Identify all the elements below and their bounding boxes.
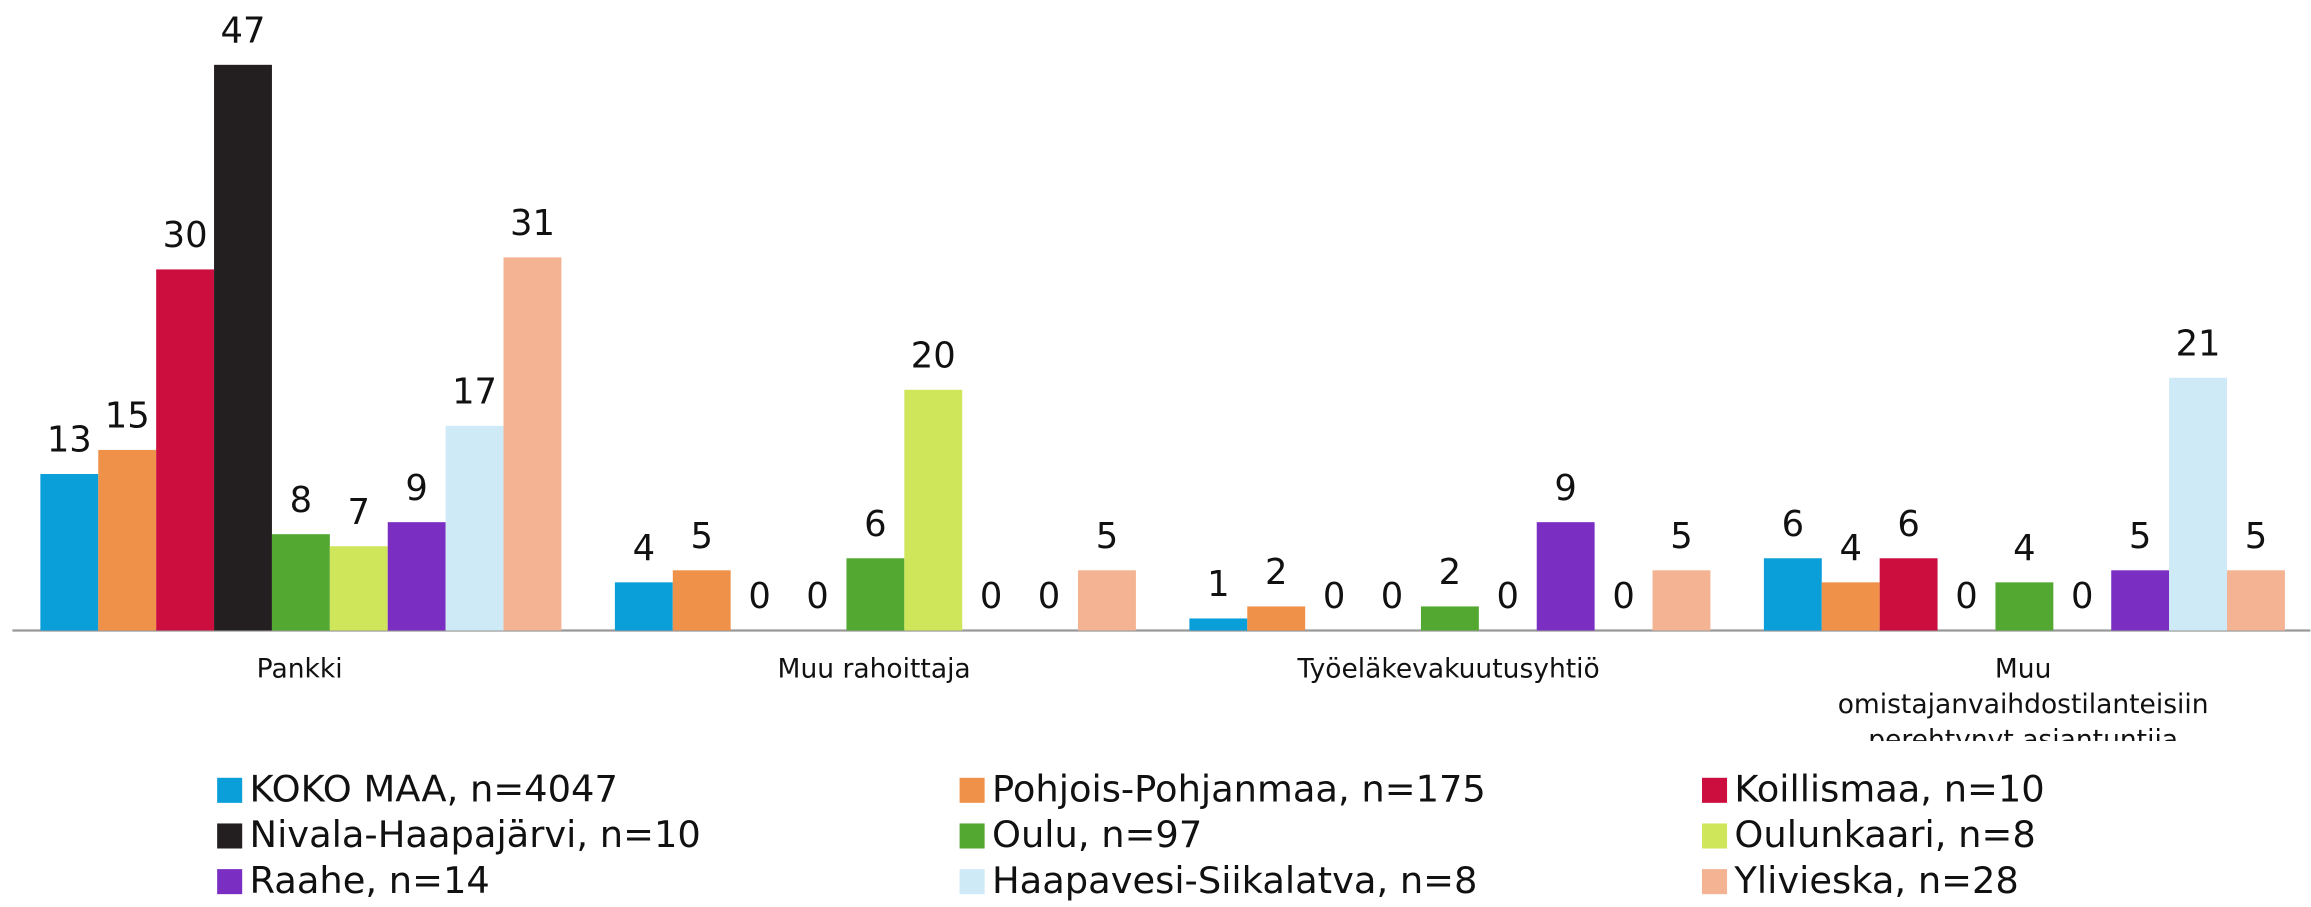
- data-label: 0: [1955, 576, 1978, 617]
- bar: [1189, 618, 1248, 631]
- legend-label: Pohjois-Pohjanmaa, n=175: [992, 768, 1486, 811]
- data-label: 6: [864, 504, 887, 545]
- bar: [2111, 570, 2170, 631]
- bar: [271, 534, 330, 631]
- bar: [329, 546, 388, 631]
- bar: [1536, 522, 1595, 631]
- legend-label: KOKO MAA, n=4047: [250, 768, 618, 811]
- data-label: 9: [1554, 468, 1577, 509]
- bar: [846, 558, 905, 631]
- data-label: 20: [911, 335, 956, 376]
- bar: [2169, 377, 2228, 631]
- data-label: 5: [1096, 516, 1119, 557]
- data-label: 9: [405, 468, 428, 509]
- bar: [503, 257, 562, 631]
- bar: [1078, 570, 1136, 631]
- legend-label: Haapavesi-Siikalatva, n=8: [992, 859, 1477, 902]
- legend-label: Ylivieska, n=28: [1733, 859, 2018, 902]
- legend-label: Oulunkaari, n=8: [1734, 813, 2035, 856]
- bar: [40, 474, 99, 631]
- bar: [1763, 558, 1822, 631]
- legend-swatch: [1702, 823, 1728, 849]
- legend-swatch: [959, 777, 985, 803]
- data-label: 5: [1670, 516, 1693, 557]
- legend-swatch: [959, 869, 985, 895]
- legend-swatch: [1702, 777, 1728, 803]
- legend-label: Nivala-Haapajärvi, n=10: [250, 813, 701, 856]
- data-label: 0: [2071, 576, 2093, 617]
- bar: [1821, 582, 1880, 631]
- data-label: 6: [1897, 504, 1920, 545]
- data-label: 0: [806, 576, 829, 617]
- data-label: 4: [2013, 528, 2036, 569]
- data-label: 21: [2176, 323, 2221, 364]
- bar: [1879, 558, 1938, 631]
- data-label: 8: [290, 480, 313, 521]
- bar: [1995, 582, 2054, 631]
- legend-swatch: [217, 777, 243, 803]
- bar: [614, 582, 673, 631]
- legend-swatch: [959, 823, 985, 849]
- bar: [387, 522, 446, 631]
- data-label: 0: [1323, 576, 1346, 617]
- data-label: 6: [1782, 504, 1805, 545]
- data-label: 0: [980, 576, 1003, 617]
- category-label: Muu omistajanvaihdostilanteisiin perehty…: [1837, 654, 2209, 741]
- data-label: 2: [1265, 552, 1288, 593]
- legend-label: Oulu, n=97: [992, 813, 1202, 856]
- data-label: 30: [163, 215, 208, 256]
- legend-label: Raahe, n=14: [250, 859, 490, 902]
- data-label: 7: [348, 492, 371, 533]
- data-label: 0: [1612, 576, 1635, 617]
- data-label: 31: [510, 203, 555, 244]
- bar: [672, 570, 731, 631]
- legend-swatch: [217, 869, 243, 895]
- data-label: 15: [105, 396, 150, 437]
- legend-label: Koillismaa, n=10: [1734, 768, 2044, 811]
- bar: [445, 425, 504, 631]
- category-text: Muu omistajanvaihdostilanteisiin perehty…: [1837, 654, 2209, 741]
- category-label: Pankki: [256, 654, 343, 685]
- category-text: Pankki: [256, 654, 343, 685]
- bar: [904, 389, 963, 631]
- category-label: Työeläkevakuutusyhtiö: [1297, 654, 1600, 685]
- data-label: 5: [690, 516, 712, 557]
- bar: [1420, 606, 1479, 631]
- bar: [98, 449, 157, 631]
- bar: [1247, 606, 1306, 631]
- bar: [214, 64, 272, 631]
- category-text: Muu rahoittaja: [777, 654, 971, 685]
- data-label: 13: [47, 420, 92, 461]
- data-label: 4: [633, 528, 656, 569]
- data-label: 5: [2129, 516, 2151, 557]
- legend-swatch: [217, 823, 243, 849]
- legend-swatch: [1702, 869, 1728, 895]
- data-label: 0: [1381, 576, 1404, 617]
- data-label: 0: [1038, 576, 1061, 617]
- category-label: Muu rahoittaja: [777, 654, 971, 685]
- data-label: 17: [452, 371, 497, 412]
- bar: [156, 269, 215, 631]
- data-label: 0: [1497, 576, 1520, 617]
- data-label: 4: [1839, 528, 1862, 569]
- data-label: 5: [2245, 516, 2268, 557]
- data-label: 0: [748, 576, 771, 617]
- bar: [2227, 570, 2285, 631]
- data-label: 47: [221, 10, 266, 51]
- bar: [1652, 570, 1711, 631]
- category-text: Työeläkevakuutusyhtiö: [1297, 654, 1600, 685]
- data-label: 1: [1207, 564, 1230, 605]
- data-label: 2: [1439, 552, 1462, 593]
